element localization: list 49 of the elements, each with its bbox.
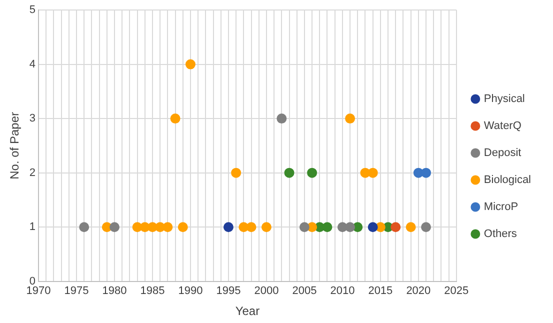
x-tick-label: 1980 [102, 285, 127, 298]
x-tick-label: 1970 [26, 285, 51, 298]
x-tick-label: 1975 [64, 285, 89, 298]
point [178, 222, 188, 232]
legend-label: MicroP [484, 201, 518, 214]
point [421, 222, 432, 232]
x-tick-label: 1990 [178, 285, 203, 298]
point [110, 222, 120, 232]
point [368, 222, 378, 232]
x-tick-label: 2015 [368, 285, 393, 298]
point [276, 114, 287, 124]
legend-label: Deposit [484, 147, 522, 160]
point [261, 222, 272, 232]
y-tick-label: 2 [29, 166, 36, 179]
legend-label: Others [484, 228, 518, 240]
point [390, 222, 401, 232]
x-tick-label: 2020 [406, 285, 431, 298]
point [231, 168, 242, 178]
point [322, 222, 332, 232]
point [345, 114, 356, 124]
x-axis-title: Year [235, 304, 260, 318]
y-axis-title: No. of Paper [8, 112, 22, 180]
x-tick-label: 1985 [140, 285, 165, 298]
y-tick-label: 3 [29, 112, 36, 125]
x-tick-label: 2005 [292, 285, 317, 298]
point [246, 222, 256, 232]
x-tick-label: 2025 [444, 285, 469, 298]
point [421, 168, 432, 178]
x-tick-label: 1995 [216, 285, 241, 298]
point [162, 222, 173, 232]
point [307, 168, 318, 178]
x-tick-label: 2010 [330, 285, 355, 298]
legend-label: Biological [484, 174, 532, 186]
y-tick-label: 1 [29, 221, 36, 234]
point [406, 222, 416, 232]
point [185, 59, 196, 70]
legend-label: Physical [484, 93, 525, 106]
x-tick-label: 2000 [254, 285, 279, 298]
point [284, 168, 294, 178]
y-tick-label: 5 [29, 4, 36, 16]
point [170, 114, 180, 124]
legend-label: WaterQ [484, 120, 522, 132]
y-tick-label: 0 [29, 275, 36, 288]
point [223, 222, 234, 232]
point [345, 222, 356, 232]
point [79, 222, 90, 232]
point [299, 222, 310, 232]
point [368, 168, 378, 178]
y-tick-label: 4 [29, 58, 36, 70]
